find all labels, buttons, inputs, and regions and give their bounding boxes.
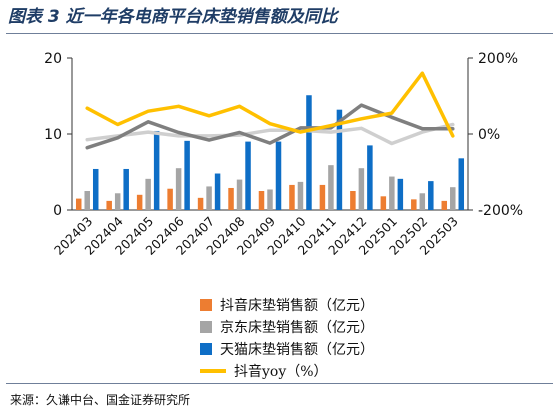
line-series-5 bbox=[85, 122, 455, 146]
y-right-tick-label: 0% bbox=[478, 127, 500, 143]
bar-series-0-202503 bbox=[441, 200, 448, 210]
bar-series-1-202410 bbox=[297, 181, 304, 210]
legend-swatch-douyin-yoy bbox=[200, 369, 226, 373]
bar-series-1-202403 bbox=[84, 191, 90, 210]
y-left-tick-label: 10 bbox=[44, 127, 62, 143]
bar-series-0-202403 bbox=[75, 198, 82, 210]
legend-item-tmall-sales: 天猫床垫销售额（亿元） bbox=[200, 338, 374, 360]
bar-series-0-202409 bbox=[258, 191, 265, 210]
line-series-3 bbox=[85, 71, 455, 138]
bar-series-1-202406 bbox=[175, 168, 182, 210]
legend-label-douyin-yoy: 抖音yoy（%） bbox=[234, 364, 328, 380]
source-note: 来源：久谦中台、国金证券研究所 bbox=[10, 393, 191, 407]
bar-series-2-202503 bbox=[458, 158, 465, 210]
y-left-tick-label: 20 bbox=[44, 51, 62, 67]
bar-series-1-202501 bbox=[389, 176, 395, 210]
chart-title: 图表 3 近一年各电商平台床垫销售额及同比 bbox=[8, 7, 338, 27]
bar-series-0-202407 bbox=[197, 197, 204, 210]
legend-item-douyin-yoy: 抖音yoy（%） bbox=[200, 360, 374, 382]
bar-series-0-202408 bbox=[228, 187, 234, 210]
legend-label-douyin-sales: 抖音床垫销售额（亿元） bbox=[220, 298, 374, 314]
bar-series-0-202406 bbox=[167, 188, 173, 210]
legend-swatch-tmall bbox=[200, 343, 212, 355]
bar-series-1-202408 bbox=[236, 179, 243, 210]
title-divider bbox=[6, 33, 553, 34]
bar-series-0-202501 bbox=[380, 196, 387, 210]
y-right-tick-label: 200% bbox=[478, 51, 518, 67]
bar-series-1-202502 bbox=[419, 193, 426, 210]
bar-series-1-202405 bbox=[145, 178, 151, 210]
bar-series-1-202411 bbox=[328, 165, 334, 210]
bar-series-2-202403 bbox=[92, 168, 99, 210]
bar-series-0-202502 bbox=[411, 199, 417, 210]
bar-series-2-202405 bbox=[153, 130, 160, 210]
source-divider bbox=[6, 383, 553, 384]
bar-series-1-202503 bbox=[450, 187, 456, 210]
chart-legend: 抖音床垫销售额（亿元） 京东床垫销售额（亿元） 天猫床垫销售额（亿元） 抖音yo… bbox=[200, 294, 374, 382]
bar-series-2-202409 bbox=[275, 141, 282, 210]
bar-series-1-202404 bbox=[114, 193, 121, 210]
legend-swatch-douyin bbox=[200, 299, 212, 311]
bar-series-1-202409 bbox=[267, 189, 273, 210]
bar-series-2-202410 bbox=[306, 95, 312, 210]
bar-series-2-202502 bbox=[428, 181, 434, 210]
line-series-4 bbox=[85, 103, 455, 150]
bar-series-0-202412 bbox=[350, 191, 356, 210]
legend-label-tmall-sales: 天猫床垫销售额（亿元） bbox=[220, 342, 374, 358]
bar-series-0-202404 bbox=[106, 200, 112, 210]
bar-series-2-202412 bbox=[367, 145, 373, 210]
bar-series-0-202410 bbox=[289, 184, 295, 210]
bar-series-2-202408 bbox=[245, 141, 251, 210]
y-left-tick-label: 0 bbox=[53, 203, 62, 219]
bar-series-1-202412 bbox=[358, 168, 365, 210]
bar-series-2-202501 bbox=[397, 178, 404, 210]
bar-series-2-202407 bbox=[214, 173, 221, 210]
bar-series-2-202411 bbox=[336, 109, 343, 210]
bar-series-2-202404 bbox=[123, 168, 129, 210]
bar-series-0-202411 bbox=[319, 184, 326, 210]
legend-item-douyin-sales: 抖音床垫销售额（亿元） bbox=[200, 294, 374, 316]
y-right-tick-label: -200% bbox=[478, 203, 523, 219]
legend-swatch-jd bbox=[200, 321, 212, 333]
bar-series-2-202406 bbox=[184, 140, 190, 210]
legend-item-jd-sales: 京东床垫销售额（亿元） bbox=[200, 316, 374, 338]
bar-series-1-202407 bbox=[206, 186, 212, 210]
bar-series-0-202405 bbox=[136, 194, 143, 210]
sales-chart: 01020-200%0%200%202403202404202405202406… bbox=[44, 51, 523, 258]
legend-label-jd-sales: 京东床垫销售额（亿元） bbox=[220, 320, 374, 336]
